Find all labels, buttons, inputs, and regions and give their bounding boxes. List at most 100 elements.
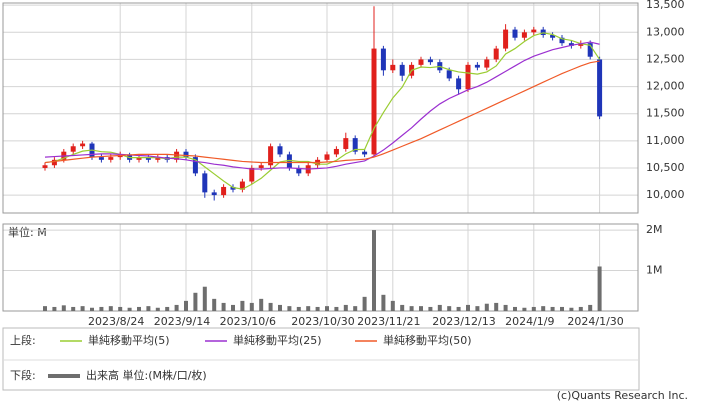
volume-bar	[334, 306, 339, 311]
y-tick-label: 1M	[646, 264, 663, 277]
moving-average-line	[44, 60, 600, 164]
volume-bar	[80, 306, 85, 311]
volume-bar	[184, 300, 188, 311]
candle-body	[98, 157, 104, 160]
legend-label: 下段:	[10, 368, 36, 382]
y-tick-label: 12,000	[646, 80, 685, 93]
volume-bar	[381, 294, 386, 311]
y-tick-label: 13,000	[646, 25, 685, 38]
candle-body	[192, 157, 198, 174]
x-tick-label: 2023/11/21	[357, 315, 420, 328]
panel-frame	[2, 223, 639, 312]
volume-bar	[437, 304, 442, 311]
x-tick-label: 2023/10/6	[220, 315, 276, 328]
candle-body	[155, 157, 161, 160]
panel-frame	[2, 2, 639, 214]
volume-bar	[108, 306, 113, 311]
candle-body	[51, 159, 57, 166]
candle-body	[145, 157, 151, 160]
candle-body	[352, 138, 358, 152]
candle-body	[277, 146, 283, 155]
legend-entry: 単純移動平均(50)	[383, 333, 472, 347]
candle-body	[221, 186, 227, 196]
volume-bar	[146, 306, 151, 311]
volume-bar	[409, 306, 414, 311]
volume-bar	[353, 306, 358, 311]
candle-body	[521, 32, 527, 38]
volume-bar	[315, 306, 320, 311]
candle-body	[559, 37, 565, 44]
legend-entry: 単純移動平均(5)	[88, 333, 170, 347]
candle-body	[371, 48, 377, 155]
candle-body	[362, 151, 368, 155]
y-tick-label: 11,500	[646, 107, 685, 120]
volume-bar	[400, 304, 405, 311]
y-tick-label: 12,500	[646, 52, 685, 65]
volume-bar	[202, 286, 207, 311]
volume-bar	[597, 266, 602, 311]
candle-body	[136, 157, 142, 160]
candle-body	[249, 167, 255, 182]
candle-body	[80, 143, 86, 147]
candle-body	[239, 181, 245, 190]
volume-bar	[212, 298, 217, 311]
volume-bar	[71, 306, 76, 311]
volume-bar	[541, 306, 546, 311]
candle-body	[465, 64, 471, 90]
moving-average-line	[44, 32, 601, 190]
volume-bar	[221, 302, 226, 311]
candle-body	[380, 48, 386, 71]
moving-average-line	[44, 41, 600, 170]
volume-bar	[522, 307, 527, 311]
volume-bar	[588, 304, 593, 311]
y-tick-label: 11,000	[646, 134, 685, 147]
y-tick-label: 2M	[646, 223, 663, 236]
candle-body	[399, 64, 405, 76]
volume-bar	[475, 306, 480, 311]
volume-bar	[165, 306, 170, 311]
x-tick-label: 2023/10/30	[291, 315, 354, 328]
y-tick-label: 10,000	[646, 188, 685, 201]
candle-body	[183, 151, 189, 158]
volume-bar	[560, 306, 564, 311]
volume-bar	[52, 306, 57, 311]
volume-bar	[90, 307, 94, 311]
legend-label: 上段:	[10, 333, 36, 347]
candle-body	[456, 78, 462, 90]
legend-entry: 単純移動平均(25)	[233, 333, 322, 347]
volume-bar	[325, 306, 329, 311]
candle-body	[333, 148, 339, 155]
candle-body	[484, 59, 490, 68]
volume-bar	[268, 302, 273, 311]
candle-body	[42, 165, 48, 168]
candle-body	[343, 138, 349, 149]
candle-body	[568, 43, 574, 46]
candle-body	[550, 35, 556, 38]
volume-bar	[362, 296, 367, 311]
volume-bar	[419, 306, 423, 311]
candle-body	[446, 70, 452, 79]
candle-body	[474, 64, 480, 68]
candle-body	[108, 157, 114, 160]
candle-body	[174, 151, 180, 160]
candle-body	[268, 146, 274, 166]
volume-bar	[372, 230, 376, 311]
candle-body	[503, 29, 509, 49]
candle-body	[70, 146, 76, 152]
candle-body	[230, 186, 236, 190]
candle-body	[211, 192, 217, 196]
x-tick-label: 2024/1/30	[567, 315, 623, 328]
volume-bar	[390, 300, 395, 311]
x-tick-label: 2023/12/13	[432, 315, 495, 328]
candle-body	[258, 165, 264, 168]
volume-bar	[447, 306, 452, 311]
volume-bar	[296, 306, 301, 311]
volume-bar	[193, 292, 198, 311]
candle-body	[286, 154, 292, 168]
candle-body	[578, 43, 584, 46]
volume-bar	[306, 306, 311, 311]
unit-label: 単位: M	[8, 225, 47, 239]
volume-bar	[43, 306, 47, 311]
credit: (c)Quants Research Inc.	[557, 389, 688, 402]
x-tick-label: 2023/9/14	[154, 315, 210, 328]
